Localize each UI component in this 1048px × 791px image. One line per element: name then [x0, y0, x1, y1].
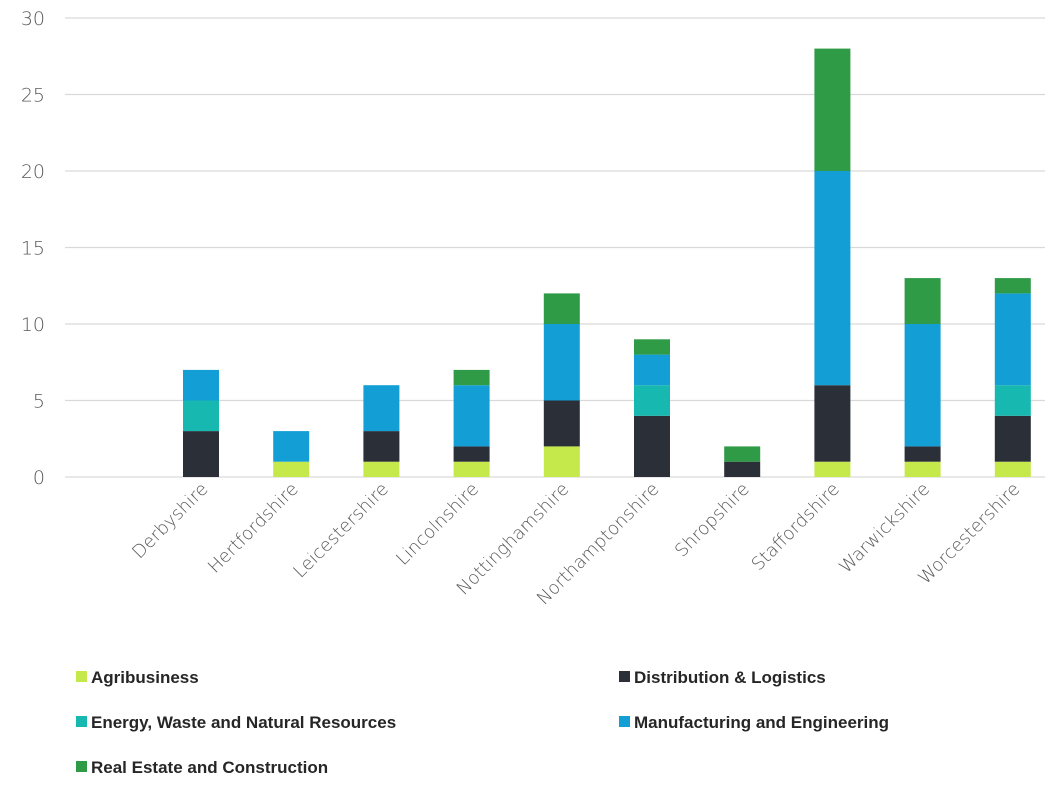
- y-axis-ticks: 0 5 10 15 20 25 30: [21, 8, 45, 489]
- bar-segment: [363, 431, 400, 462]
- y-tick-label: 5: [33, 391, 45, 413]
- bar-segment: [724, 446, 761, 462]
- bar-segment: [994, 415, 1031, 462]
- bar-segment: [904, 278, 941, 324]
- legend: Agribusiness Distribution & Logistics Ener…: [76, 668, 889, 777]
- x-category-label: Leicestershire: [289, 479, 393, 583]
- legend-label: Agribusiness: [91, 668, 199, 687]
- bar-segment: [543, 293, 580, 324]
- y-tick-label: 25: [21, 85, 45, 107]
- legend-item: Distribution & Logistics: [619, 668, 826, 687]
- legend-swatch: [76, 761, 87, 772]
- y-tick-label: 10: [21, 314, 45, 336]
- bar-segment: [904, 446, 941, 462]
- bar-segment: [543, 324, 580, 401]
- y-tick-label: 0: [33, 467, 45, 489]
- legend-item: Real Estate and Construction: [76, 758, 328, 777]
- bar-segment: [904, 461, 941, 477]
- bar-segment: [363, 461, 400, 477]
- x-category-label: Staffordshire: [748, 479, 844, 575]
- bars: [183, 48, 1031, 477]
- bar-segment: [814, 171, 851, 386]
- bar-segment: [994, 293, 1031, 386]
- bar-segment: [273, 431, 310, 462]
- x-category-label: Warwickshire: [835, 479, 934, 578]
- bar-segment: [273, 461, 310, 477]
- legend-swatch: [76, 716, 87, 727]
- bar-segment: [814, 48, 851, 171]
- legend-label: Distribution & Logistics: [634, 668, 826, 687]
- bar-segment: [363, 385, 400, 432]
- legend-swatch: [619, 716, 630, 727]
- legend-swatch: [619, 671, 630, 682]
- legend-label: Energy, Waste and Natural Resources: [91, 713, 396, 732]
- bar-segment: [814, 461, 851, 477]
- legend-item: Agribusiness: [76, 668, 199, 687]
- bar-segment: [634, 385, 670, 416]
- bar-segment: [634, 339, 670, 355]
- bar-segment: [453, 446, 490, 462]
- bar-segment: [183, 431, 219, 477]
- bar-segment: [904, 324, 941, 447]
- bar-segment: [724, 461, 761, 477]
- bar-segment: [994, 461, 1031, 477]
- bar-segment: [543, 446, 580, 477]
- bar-segment: [994, 278, 1031, 294]
- x-category-label: Derbyshire: [128, 479, 212, 563]
- y-tick-label: 15: [21, 238, 45, 260]
- x-category-label: Hertfordshire: [204, 479, 303, 578]
- legend-swatch: [76, 671, 87, 682]
- legend-item: Manufacturing and Engineering: [619, 713, 889, 732]
- x-category-label: Shropshire: [671, 479, 754, 562]
- bar-segment: [183, 400, 219, 432]
- x-category-label: Lincolnshire: [392, 479, 483, 570]
- bar-segment: [994, 385, 1031, 416]
- legend-label: Manufacturing and Engineering: [634, 713, 889, 732]
- bar-segment: [453, 369, 490, 386]
- bar-segment: [634, 354, 670, 386]
- y-tick-label: 30: [21, 8, 45, 30]
- legend-label: Real Estate and Construction: [91, 758, 328, 777]
- bar-segment: [814, 385, 851, 462]
- bar-segment: [543, 400, 580, 447]
- bar-segment: [634, 415, 670, 477]
- bar-segment: [183, 369, 219, 401]
- y-tick-label: 20: [21, 161, 45, 183]
- bar-segment: [453, 461, 490, 477]
- bar-segment: [453, 385, 490, 447]
- legend-item: Energy, Waste and Natural Resources: [76, 713, 396, 732]
